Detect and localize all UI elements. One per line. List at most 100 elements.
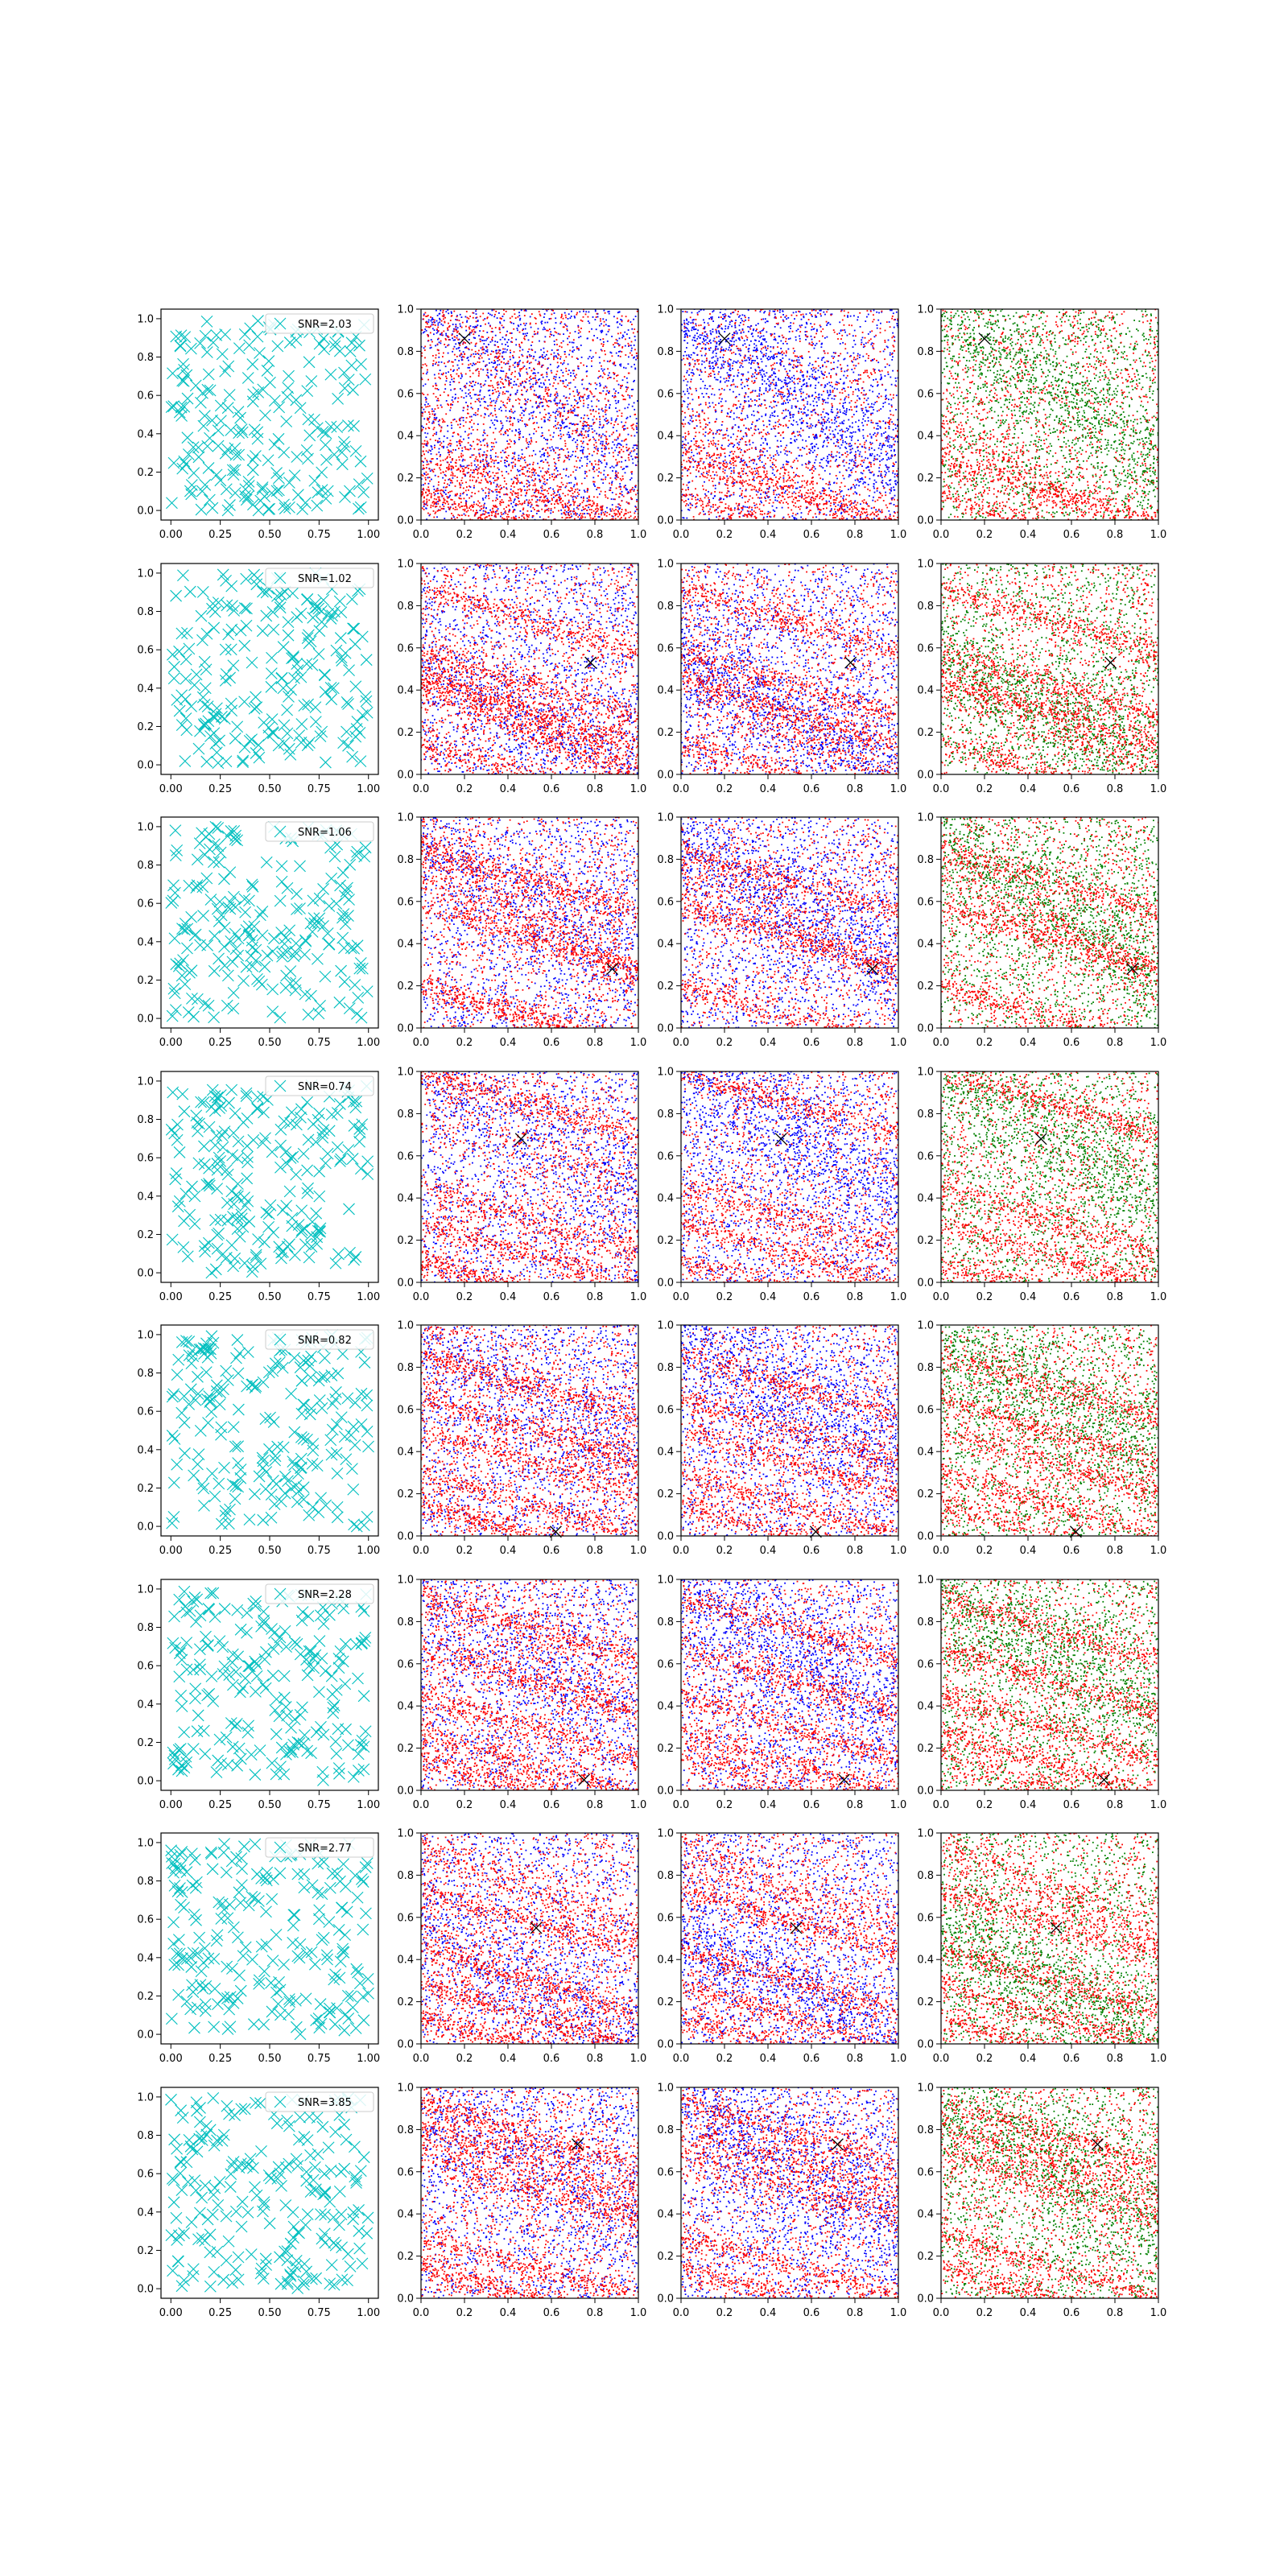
col3-xtick-label: 0.4 (1020, 529, 1037, 541)
col3-xtick-label: 0.0 (933, 1037, 950, 1049)
col3-xtick-label: 1.0 (1150, 2307, 1167, 2319)
col3-xtick-label: 0.4 (1020, 1545, 1037, 1557)
col3-xtick-label: 0.8 (1107, 529, 1124, 541)
col2-ytick-label: 0.6 (657, 388, 674, 400)
col1-ytick-label: 0.0 (397, 2293, 414, 2306)
col2-xtick-label: 0.0 (673, 1545, 690, 1557)
col3-ytick-label: 1.0 (917, 1575, 934, 1587)
col0-ytick-label: 1.0 (137, 1075, 154, 1088)
legend: SNR=1.02 (266, 568, 374, 588)
col0-ytick-label: 0.8 (137, 352, 154, 364)
col0-ytick-label: 0.2 (137, 1991, 154, 2003)
col1-ytick-label: 0.6 (397, 642, 414, 654)
col0-ytick-label: 1.0 (137, 1329, 154, 1341)
col2-xtick-label: 0.6 (803, 1799, 820, 1811)
col2-xtick-label: 0.8 (847, 1799, 864, 1811)
col1-ytick-label: 1.0 (397, 304, 414, 316)
col1-ytick-label: 0.4 (397, 1447, 414, 1459)
col2-xtick-label: 0.2 (716, 1291, 733, 1303)
col2-ytick-label: 1.0 (657, 559, 674, 571)
legend: SNR=2.77 (266, 1838, 374, 1857)
col2-xtick-label: 0.2 (716, 1037, 733, 1049)
col1-ytick-label: 0.0 (397, 1278, 414, 1290)
col3-ytick-label: 1.0 (917, 559, 934, 571)
col2-ytick-label: 1.0 (657, 2083, 674, 2095)
legend: SNR=2.28 (266, 1584, 374, 1604)
col1-ytick-label: 0.8 (397, 601, 414, 613)
col0-ytick-label: 0.4 (137, 1191, 154, 1203)
legend-snr-label: SNR=1.02 (298, 573, 352, 585)
col3-ytick-label: 0.6 (917, 642, 934, 654)
col0-ytick-label: 0.0 (137, 2029, 154, 2041)
col3-ytick-label: 0.2 (917, 1488, 934, 1501)
col0-xtick-label: 0.00 (159, 1799, 183, 1811)
col0-xtick-label: 0.25 (208, 783, 232, 795)
col3-ytick-label: 0.2 (917, 1996, 934, 2008)
col0-ytick-label: 0.0 (137, 1013, 154, 1026)
col1-xtick-label: 0.2 (456, 529, 473, 541)
col1-ytick-label: 0.4 (397, 2209, 414, 2221)
col1-xtick-label: 0.2 (456, 1291, 473, 1303)
col2-ytick-label: 0.6 (657, 1658, 674, 1670)
col3-ytick-label: 0.6 (917, 2166, 934, 2178)
col3-ytick-label: 1.0 (917, 1320, 934, 1332)
col3-ytick-label: 0.8 (917, 346, 934, 358)
col3-ytick-label: 1.0 (917, 812, 934, 824)
col3-xtick-label: 0.0 (933, 1545, 950, 1557)
col3-xtick-label: 1.0 (1150, 529, 1167, 541)
col3-xtick-label: 0.4 (1020, 783, 1037, 795)
col3-xtick-label: 0.8 (1107, 783, 1124, 795)
col3-xtick-label: 0.0 (933, 2307, 950, 2319)
col3-xtick-label: 0.6 (1063, 783, 1080, 795)
col2-ytick-label: 0.2 (657, 727, 674, 739)
col3-xtick-label: 0.0 (933, 2053, 950, 2065)
col1-xtick-label: 0.8 (587, 783, 604, 795)
col3-xtick-label: 0.6 (1063, 1799, 1080, 1811)
col1-ytick-label: 0.0 (397, 2039, 414, 2051)
col0-xtick-label: 1.00 (357, 1545, 380, 1557)
col1-ytick-label: 1.0 (397, 2083, 414, 2095)
col1-xtick-label: 0.8 (587, 1545, 604, 1557)
col2-xtick-label: 0.8 (847, 529, 864, 541)
col3-xtick-label: 0.4 (1020, 2307, 1037, 2319)
col2-ytick-label: 0.6 (657, 1912, 674, 1924)
col2-xtick-label: 1.0 (890, 1545, 907, 1557)
col3-ytick-label: 0.6 (917, 388, 934, 400)
legend: SNR=0.82 (266, 1330, 374, 1349)
col3-xtick-label: 1.0 (1150, 1037, 1167, 1049)
col1-ytick-label: 1.0 (397, 1320, 414, 1332)
col3-xtick-label: 0.0 (933, 529, 950, 541)
col1-xtick-label: 1.0 (630, 783, 647, 795)
col2-xtick-label: 0.8 (847, 2053, 864, 2065)
col0-ytick-label: 1.0 (137, 568, 154, 580)
col2-ytick-label: 0.4 (657, 1447, 674, 1459)
col1-xtick-label: 0.6 (543, 1037, 560, 1049)
col2-ytick-label: 0.6 (657, 642, 674, 654)
col2-ytick-label: 1.0 (657, 1320, 674, 1332)
col0-ytick-label: 0.8 (137, 1622, 154, 1634)
col1-xtick-label: 0.8 (587, 1291, 604, 1303)
col3-ytick-label: 0.4 (917, 1955, 934, 1967)
legend-snr-label: SNR=0.82 (298, 1335, 352, 1347)
col3-xtick-label: 1.0 (1150, 1799, 1167, 1811)
col3-ytick-label: 0.8 (917, 1870, 934, 1882)
col1-ytick-label: 0.6 (397, 1404, 414, 1416)
legend-snr-label: SNR=2.03 (298, 319, 352, 331)
col1-xtick-label: 1.0 (630, 529, 647, 541)
col1-xtick-label: 1.0 (630, 1291, 647, 1303)
col0-xtick-label: 0.25 (208, 2307, 232, 2319)
col1-ytick-label: 0.4 (397, 1701, 414, 1713)
legend: SNR=2.03 (266, 314, 374, 333)
col0-xtick-label: 1.00 (357, 2053, 380, 2065)
col3-xtick-label: 0.8 (1107, 2307, 1124, 2319)
col0-xtick-label: 0.00 (159, 2307, 183, 2319)
col0-ytick-label: 0.6 (137, 1914, 154, 1926)
col3-ytick-label: 0.4 (917, 1193, 934, 1205)
col2-ytick-label: 0.0 (657, 770, 674, 782)
col1-xtick-label: 0.0 (413, 2053, 430, 2065)
col3-xtick-label: 0.2 (976, 2307, 993, 2319)
col2-ytick-label: 0.4 (657, 431, 674, 443)
col3-xtick-label: 0.2 (976, 529, 993, 541)
col1-ytick-label: 0.4 (397, 1193, 414, 1205)
